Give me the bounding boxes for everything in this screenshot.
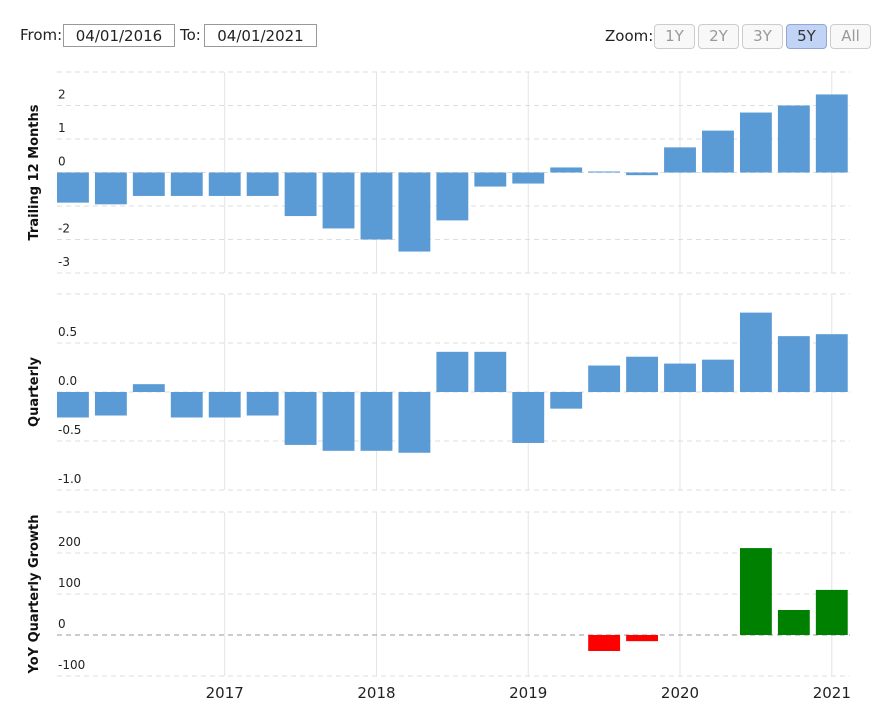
- y-tick-label: 0: [58, 617, 66, 631]
- bar: [284, 172, 317, 217]
- bar: [739, 548, 772, 635]
- bar: [57, 392, 89, 418]
- bar: [436, 172, 469, 221]
- zoom-button[interactable]: 3Y: [742, 24, 783, 49]
- bar: [815, 94, 848, 173]
- bar: [626, 635, 659, 642]
- bar: [322, 172, 355, 229]
- bar: [208, 392, 241, 418]
- bar: [626, 356, 659, 392]
- bar: [739, 312, 772, 392]
- bar: [474, 172, 507, 187]
- bar: [702, 359, 734, 392]
- bar: [815, 334, 848, 392]
- bar: [512, 172, 545, 184]
- bar: [777, 105, 810, 173]
- bar: [132, 384, 165, 392]
- bar: [246, 172, 279, 196]
- bar: [94, 172, 127, 205]
- bar: [398, 392, 431, 453]
- y-axis-title: YoY Quarterly Growth: [27, 515, 42, 675]
- y-tick-label: 0.5: [58, 325, 77, 339]
- bar: [57, 172, 89, 203]
- bar: [664, 147, 696, 173]
- bar: [208, 172, 241, 196]
- to-input[interactable]: 04/01/2021: [204, 24, 317, 47]
- y-tick-label: -3: [58, 255, 70, 269]
- y-tick-label: -100: [58, 658, 85, 672]
- bar: [360, 392, 393, 451]
- zoom-label: Zoom:: [605, 27, 654, 45]
- bar: [246, 392, 279, 416]
- bar: [170, 172, 203, 196]
- y-tick-label: -2: [58, 222, 70, 236]
- bar: [474, 351, 507, 392]
- zoom-button[interactable]: 1Y: [654, 24, 695, 49]
- zoom-button[interactable]: 5Y: [786, 24, 827, 49]
- bar: [436, 351, 469, 392]
- bar: [815, 589, 848, 635]
- y-tick-label: -1.0: [58, 472, 81, 486]
- y-axis-title: Quarterly: [27, 357, 42, 427]
- y-tick-label: -0.5: [58, 423, 81, 437]
- bar: [170, 392, 203, 418]
- zoom-button[interactable]: All: [830, 24, 871, 49]
- bar: [550, 167, 583, 173]
- bar: [322, 392, 355, 451]
- x-tick-label: 2021: [813, 684, 851, 702]
- y-tick-label: 200: [58, 535, 81, 549]
- y-axis-title: Trailing 12 Months: [27, 104, 42, 240]
- y-tick-label: 2: [58, 88, 66, 102]
- bar: [94, 392, 127, 416]
- y-tick-label: 0.0: [58, 374, 77, 388]
- bar: [550, 392, 583, 409]
- bar: [360, 172, 393, 240]
- from-input[interactable]: 04/01/2016: [63, 24, 175, 47]
- x-tick-label: 2017: [206, 684, 244, 702]
- bar: [664, 363, 696, 392]
- x-tick-label: 2019: [509, 684, 547, 702]
- bar: [588, 365, 621, 392]
- bar: [626, 172, 659, 176]
- y-tick-label: 100: [58, 576, 81, 590]
- bar: [702, 130, 734, 173]
- zoom-button[interactable]: 2Y: [698, 24, 739, 49]
- bar: [588, 635, 621, 651]
- to-label: To:: [180, 26, 201, 44]
- bar: [512, 392, 545, 443]
- y-tick-label: 0: [58, 155, 66, 169]
- from-label: From:: [20, 26, 63, 44]
- bar: [284, 392, 317, 445]
- bar: [132, 172, 165, 196]
- x-tick-label: 2020: [661, 684, 699, 702]
- bar: [588, 171, 621, 173]
- x-tick-label: 2018: [357, 684, 395, 702]
- bar: [398, 172, 431, 252]
- bar: [777, 609, 810, 635]
- bar: [739, 112, 772, 173]
- bar: [777, 336, 810, 392]
- y-tick-label: 1: [58, 121, 66, 135]
